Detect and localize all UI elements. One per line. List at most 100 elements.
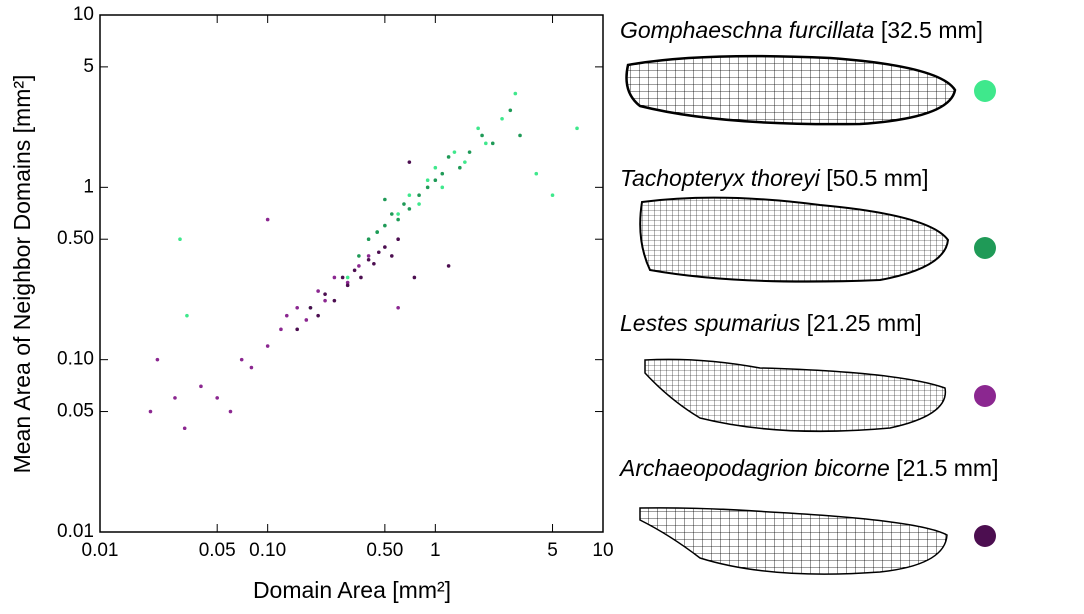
point xyxy=(407,207,412,211)
species-name: Archaeopodagrion bicorne xyxy=(618,455,890,481)
point xyxy=(345,275,350,280)
point xyxy=(284,313,289,318)
point xyxy=(440,185,445,190)
wing xyxy=(639,196,950,283)
x-tick-label: 5 xyxy=(547,540,558,561)
point xyxy=(323,298,327,303)
point xyxy=(500,116,504,121)
point xyxy=(148,409,153,414)
species-name: Tachopteryx thoreyi xyxy=(620,165,821,191)
point xyxy=(357,254,361,258)
point xyxy=(323,292,327,296)
point xyxy=(383,245,387,249)
point xyxy=(366,254,371,258)
point xyxy=(332,275,337,280)
point xyxy=(390,212,394,216)
point xyxy=(440,171,445,176)
wing-length: [50.5 mm] xyxy=(826,165,928,191)
point xyxy=(332,298,337,303)
point xyxy=(182,426,187,431)
point xyxy=(295,327,299,332)
legend-label: Lestes spumarius [21.25 mm] xyxy=(620,310,922,336)
point xyxy=(396,305,400,310)
y-tick-label: 0.10 xyxy=(57,349,94,370)
y-tick-label: 1 xyxy=(83,176,94,197)
y-tick-label: 0.05 xyxy=(57,401,94,422)
point xyxy=(446,264,451,268)
point xyxy=(199,384,203,389)
x-axis-label: Domain Area [mm²] xyxy=(253,577,451,603)
legend-marker xyxy=(974,237,996,259)
point xyxy=(372,261,376,266)
point xyxy=(508,108,513,113)
wing xyxy=(639,507,948,575)
point xyxy=(484,141,488,146)
y-tick-label: 0.50 xyxy=(57,228,94,249)
point xyxy=(433,178,438,182)
legend-marker xyxy=(974,80,996,102)
point xyxy=(476,126,480,131)
point xyxy=(366,257,371,262)
point xyxy=(155,357,160,362)
point xyxy=(433,165,438,170)
point xyxy=(425,185,430,190)
x-tick-label: 0.01 xyxy=(82,540,119,561)
legend-label: Tachopteryx thoreyi [50.5 mm] xyxy=(620,165,929,191)
point xyxy=(383,223,387,228)
species-name: Gomphaeschna furcillata xyxy=(620,17,874,43)
legend-marker xyxy=(974,525,996,547)
wing-length: [21.25 mm] xyxy=(807,310,922,336)
y-axis-label: Mean Area of Neighbor Domains [mm²] xyxy=(9,75,35,474)
x-tick-label: 10 xyxy=(592,540,613,561)
point xyxy=(352,268,357,273)
point xyxy=(265,344,270,348)
point xyxy=(295,305,299,310)
point xyxy=(366,237,371,242)
point xyxy=(550,193,555,198)
point xyxy=(345,280,350,285)
x-tick-label: 0.10 xyxy=(249,540,286,561)
point xyxy=(396,212,400,216)
point xyxy=(458,165,462,170)
point xyxy=(412,275,417,280)
x-tick-label: 0.50 xyxy=(366,540,403,561)
point xyxy=(534,171,539,176)
point xyxy=(359,275,363,280)
legend-marker xyxy=(974,385,996,407)
x-tick-label: 1 xyxy=(430,540,441,561)
point xyxy=(340,275,345,280)
point xyxy=(383,197,387,202)
point xyxy=(249,365,254,370)
point xyxy=(417,202,421,206)
point xyxy=(407,193,412,198)
point xyxy=(375,230,379,234)
legend-label: Archaeopodagrion bicorne [21.5 mm] xyxy=(618,455,998,481)
point xyxy=(513,91,518,96)
point xyxy=(316,313,320,318)
point xyxy=(490,141,495,146)
point xyxy=(308,305,313,310)
point xyxy=(279,327,283,332)
point xyxy=(178,237,182,242)
point xyxy=(575,126,579,131)
y-tick-label: 5 xyxy=(83,56,94,77)
point xyxy=(452,150,457,154)
point xyxy=(304,318,309,322)
point xyxy=(173,396,177,400)
point xyxy=(228,409,233,414)
point xyxy=(417,193,421,198)
point xyxy=(376,250,381,255)
point xyxy=(425,178,430,182)
plot-frame xyxy=(99,14,604,533)
legend-label: Gomphaeschna furcillata [32.5 mm] xyxy=(620,17,983,43)
wing xyxy=(644,358,947,433)
point xyxy=(345,283,350,288)
wing-length: [32.5 mm] xyxy=(881,17,983,43)
point xyxy=(407,160,412,164)
point xyxy=(467,150,472,154)
wing-drawings xyxy=(625,54,957,575)
point xyxy=(215,396,219,400)
point xyxy=(396,237,400,242)
